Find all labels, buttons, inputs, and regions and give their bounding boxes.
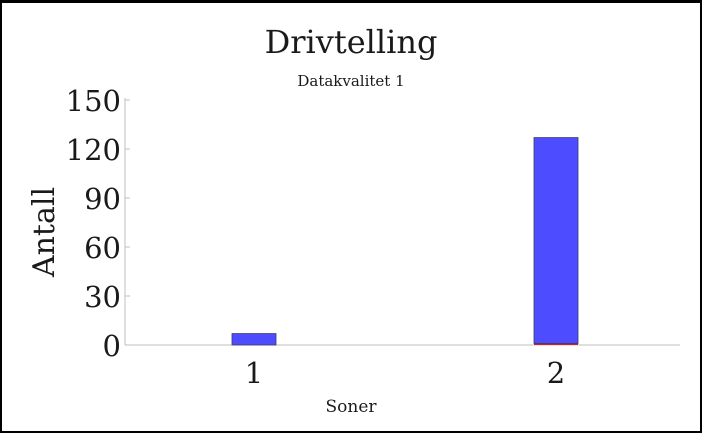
bar-1-series-2 bbox=[232, 334, 276, 345]
x-tick-label: 2 bbox=[547, 356, 565, 390]
x-axis-label: Soner bbox=[325, 397, 377, 417]
y-tick-label: 0 bbox=[103, 329, 121, 363]
y-axis-label: Antall bbox=[27, 187, 62, 278]
y-tick-label: 150 bbox=[66, 84, 121, 118]
bar-chart: Drivtelling Datakvalitet 1 Antall Soner … bbox=[2, 3, 700, 431]
x-tick-label: 1 bbox=[245, 356, 263, 390]
bar-2-series-2 bbox=[534, 138, 578, 344]
y-tick-label: 30 bbox=[84, 280, 121, 314]
y-tick-label: 120 bbox=[66, 133, 121, 167]
chart-subtitle: Datakvalitet 1 bbox=[297, 72, 404, 90]
y-tick-label: 90 bbox=[84, 182, 121, 216]
chart-title: Drivtelling bbox=[265, 23, 438, 61]
axes: 0 30 60 90 120 150 1 2 bbox=[66, 84, 680, 390]
bars bbox=[232, 138, 578, 345]
y-tick-label: 60 bbox=[84, 231, 121, 265]
